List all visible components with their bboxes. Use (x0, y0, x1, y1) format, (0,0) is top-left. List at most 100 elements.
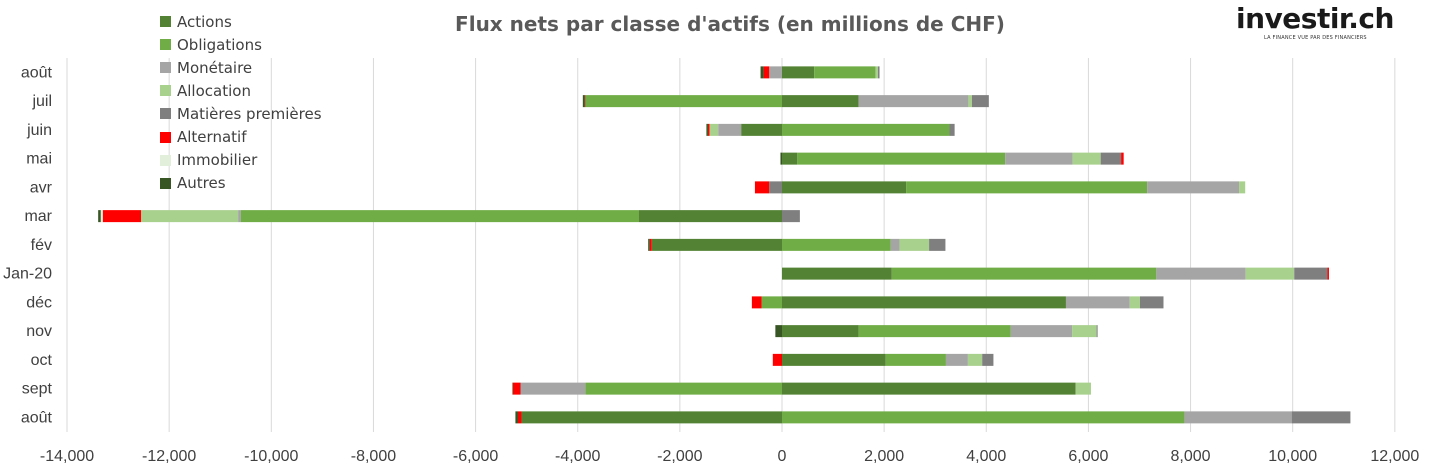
x-tick-label: -2,000 (657, 448, 702, 465)
legend-item: Obligations (160, 33, 322, 56)
bar-segment (651, 238, 782, 251)
bar-segment (741, 123, 782, 136)
bar-segment (782, 353, 886, 366)
bar-segment (1100, 152, 1122, 165)
x-tick-label: -14,000 (40, 448, 94, 465)
bar-segment (709, 123, 719, 136)
category-label: août (21, 409, 53, 426)
chart-title: Flux nets par classe d'actifs (en millio… (455, 12, 1005, 36)
legend-item: Immobilier (160, 149, 322, 172)
x-tick-label: 2,000 (864, 448, 904, 465)
category-labels: août sept oct nov déc Jan-20 fév mar avr mai juin j… (3, 64, 53, 426)
bar-segment (102, 210, 142, 223)
bar-segment (782, 382, 1076, 395)
bar-segment (775, 325, 782, 338)
legend-swatch (160, 108, 171, 120)
bar-segment (782, 238, 891, 251)
bar-segment (1147, 181, 1240, 194)
bar-segment (648, 238, 650, 251)
bar-segment (858, 95, 969, 108)
legend-item: Alternatif (160, 125, 322, 148)
bar-segment (1065, 296, 1130, 309)
legend-label: Matières premières (177, 104, 322, 123)
bar-segment (754, 181, 770, 194)
bar-segment (512, 382, 521, 395)
bar-segment (639, 210, 782, 223)
bar-segment (1291, 411, 1351, 424)
bar-segment (875, 66, 879, 79)
bar-segment (782, 181, 907, 194)
bar-segment (899, 238, 930, 251)
bar-segment (885, 353, 946, 366)
bar-segment (929, 238, 946, 251)
bar-segment (797, 152, 1006, 165)
bar-segment (761, 296, 782, 309)
bar-segment (1072, 152, 1101, 165)
legend-label: Immobilier (177, 151, 258, 170)
legend-swatch (160, 131, 171, 143)
bar-segment (782, 267, 892, 280)
bar-segment (945, 353, 968, 366)
bar-segment (760, 66, 764, 79)
legend-item: Allocation (160, 79, 322, 102)
bar-segment (1327, 267, 1329, 280)
legend-label: Alternatif (177, 128, 247, 147)
bar-segment (891, 267, 1157, 280)
category-label: déc (26, 294, 52, 311)
legend-swatch (160, 16, 171, 28)
bar-segment (878, 66, 880, 79)
bar-segment (520, 382, 586, 395)
category-label: mai (26, 151, 52, 168)
bar-segment (858, 325, 1011, 338)
bar-segment (782, 296, 1066, 309)
legend-swatch (160, 177, 171, 189)
bar-segment (763, 66, 770, 79)
x-tick-label: -12,000 (142, 448, 196, 465)
category-label: sept (22, 381, 53, 398)
x-axis-tick-labels: -14,000 -12,000 -10,000 -8,000 -6,000 -4,000 -… (40, 448, 1420, 465)
bar-segment (707, 123, 710, 136)
x-tick-label: 6,000 (1068, 448, 1108, 465)
category-label: Jan-20 (3, 266, 52, 283)
bar-segment (240, 210, 640, 223)
bar-segment (769, 66, 782, 79)
bar-segment (971, 95, 989, 108)
legend-item: Autres (160, 172, 322, 195)
bar-segment (1129, 296, 1141, 309)
bar-segment (1140, 296, 1164, 309)
logo-tagline: LA FINANCE VUE PAR DES FINANCIERS (1264, 35, 1367, 41)
x-tick-label: 10,000 (1268, 448, 1317, 465)
x-tick-label: -6,000 (453, 448, 498, 465)
bar-segment (517, 411, 522, 424)
category-label: fév (31, 237, 52, 254)
category-label: mar (24, 208, 52, 225)
bar-segment (1096, 325, 1098, 338)
legend-swatch (160, 39, 171, 51)
bar-segment (982, 353, 994, 366)
category-label: août (21, 64, 53, 81)
bar-segment (1005, 152, 1073, 165)
bar-segment (967, 353, 983, 366)
legend-label: Monétaire (177, 58, 253, 77)
bar-segment (890, 238, 900, 251)
bar-segment (782, 210, 800, 223)
bar-segment (515, 411, 518, 424)
category-label: juil (31, 93, 52, 110)
bar-segment (751, 296, 762, 309)
legend-swatch (160, 85, 171, 97)
bar-segment (1075, 382, 1091, 395)
legend: Actions Obligations Monétaire Allocation Mat… (160, 10, 322, 195)
legend-swatch (160, 154, 171, 166)
bar-segment (769, 181, 782, 194)
x-tick-label: 0 (778, 448, 787, 465)
bar-segment (1121, 152, 1124, 165)
bar-segment (585, 382, 782, 395)
legend-item: Monétaire (160, 56, 322, 79)
legend-label: Obligations (177, 35, 262, 54)
bar-segment (949, 123, 955, 136)
bar-segment (772, 353, 782, 366)
bar-segment (782, 95, 859, 108)
investir-logo: investir.ch LA FINANCE VUE PAR DES FINAN… (1236, 4, 1396, 48)
logo-wordmark: investir.ch (1236, 2, 1394, 35)
bar-segment (814, 66, 876, 79)
